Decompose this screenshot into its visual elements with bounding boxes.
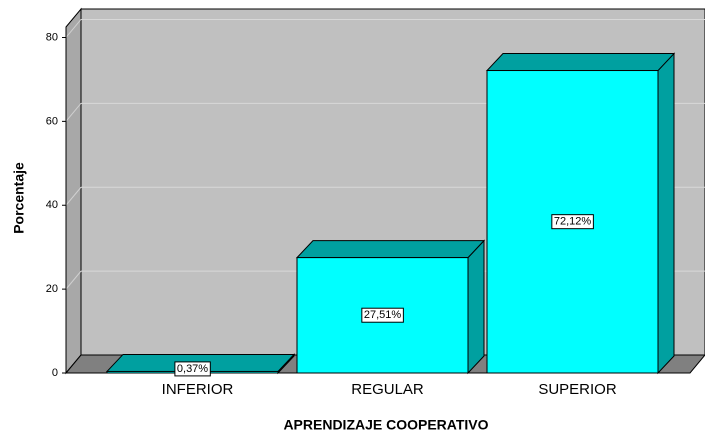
bar-top xyxy=(295,240,486,259)
y-tick-label: 20 xyxy=(46,283,58,295)
grid-line xyxy=(65,19,82,38)
value-label-box xyxy=(361,307,404,323)
x-tick-label: SUPERIOR xyxy=(538,381,617,398)
grid-line xyxy=(65,103,82,122)
bar-top xyxy=(485,53,676,72)
side-wall xyxy=(65,7,82,375)
bar-side xyxy=(467,239,485,375)
label-bg xyxy=(361,307,404,323)
x-tick-label: REGULAR xyxy=(351,381,424,398)
grid-line xyxy=(65,186,82,206)
y-tick-label: 40 xyxy=(46,199,58,211)
y-tick-label: 0 xyxy=(52,367,58,379)
value-label-box xyxy=(551,214,594,230)
grid-line xyxy=(65,270,82,290)
y-axis-title: Porcentaje xyxy=(11,162,27,234)
x-axis-title: APRENDIZAJE COOPERATIVO xyxy=(283,417,488,433)
value-label-box xyxy=(174,361,211,377)
label-bg xyxy=(174,361,211,377)
bar-side xyxy=(657,52,675,375)
label-bg xyxy=(551,214,594,230)
x-tick-label: INFERIOR xyxy=(162,381,234,398)
y-tick-label: 60 xyxy=(46,115,58,127)
y-tick-label: 80 xyxy=(46,31,58,43)
value-label: 0,37% xyxy=(177,363,208,375)
value-label: 72,12% xyxy=(554,216,592,228)
value-label: 27,51% xyxy=(364,309,402,321)
